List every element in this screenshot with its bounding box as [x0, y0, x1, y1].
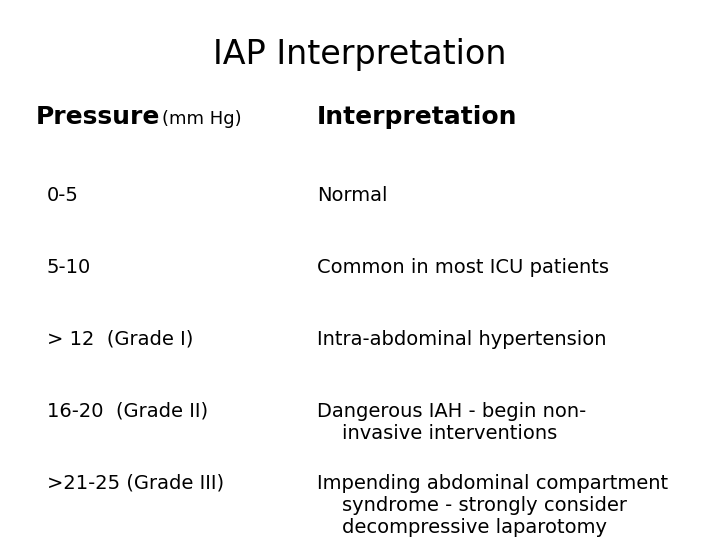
Text: Common in most ICU patients: Common in most ICU patients — [317, 258, 609, 277]
Text: 16-20  (Grade II): 16-20 (Grade II) — [47, 402, 208, 421]
Text: IAP Interpretation: IAP Interpretation — [213, 38, 507, 71]
Text: 0-5: 0-5 — [47, 186, 78, 205]
Text: > 12  (Grade I): > 12 (Grade I) — [47, 330, 193, 349]
Text: Dangerous IAH - begin non-
    invasive interventions: Dangerous IAH - begin non- invasive inte… — [317, 402, 586, 443]
Text: Normal: Normal — [317, 186, 387, 205]
Text: Impending abdominal compartment
    syndrome - strongly consider
    decompressi: Impending abdominal compartment syndrome… — [317, 474, 668, 537]
Text: Intra-abdominal hypertension: Intra-abdominal hypertension — [317, 330, 606, 349]
Text: Interpretation: Interpretation — [317, 105, 517, 129]
Text: >21-25 (Grade III): >21-25 (Grade III) — [47, 474, 224, 492]
Text: (mm Hg): (mm Hg) — [162, 110, 242, 128]
Text: Pressure: Pressure — [36, 105, 161, 129]
Text: 5-10: 5-10 — [47, 258, 91, 277]
